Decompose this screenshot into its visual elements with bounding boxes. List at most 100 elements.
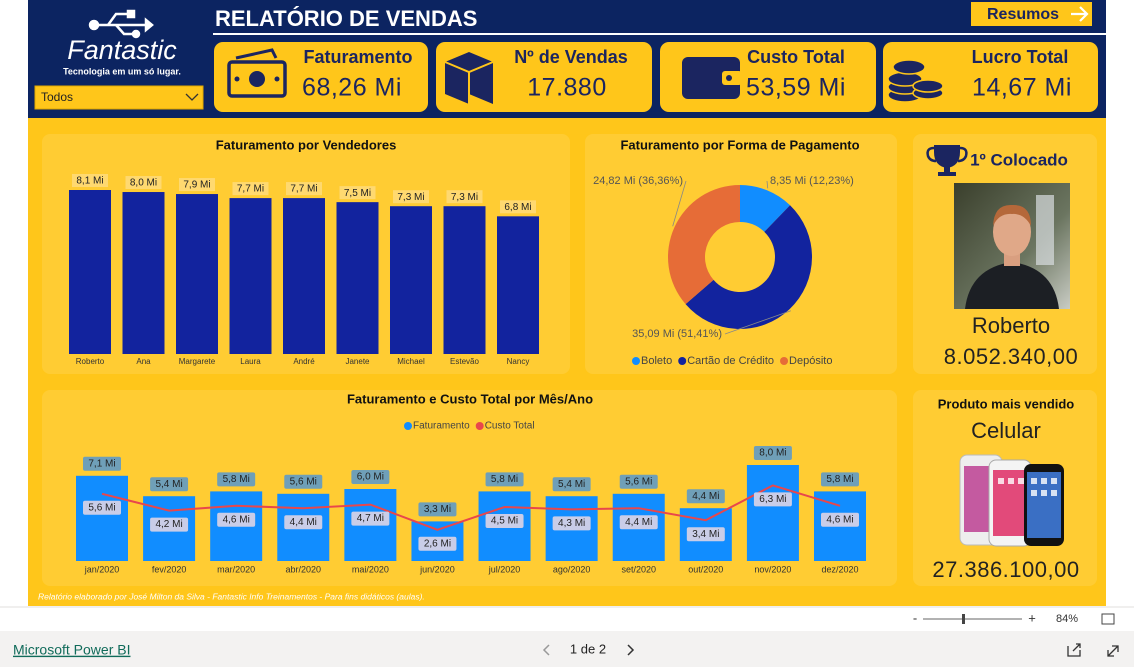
fullscreen-button[interactable]	[1107, 645, 1119, 657]
x-tick-label: Laura	[240, 357, 261, 366]
label-bg	[821, 472, 859, 487]
share-button[interactable]	[1067, 643, 1081, 657]
donut-slice	[668, 185, 740, 305]
label-bg	[500, 200, 536, 214]
data-label: 4,7 Mi	[357, 513, 384, 524]
bar	[229, 198, 272, 354]
legend-marker	[678, 357, 687, 365]
label-bg	[351, 470, 390, 484]
bar	[443, 206, 486, 354]
zoom-thumb[interactable]	[962, 614, 965, 624]
data-label: 8,0 Mi	[130, 178, 157, 189]
logo-text: Fantastic	[67, 35, 177, 65]
x-tick-label: fev/2020	[152, 564, 187, 574]
next-page[interactable]	[627, 644, 635, 656]
label-bg	[552, 477, 591, 492]
data-label: 7,9 Mi	[183, 180, 210, 191]
filter-value: Todos	[41, 90, 73, 104]
data-label: 3,4 Mi	[692, 529, 719, 540]
zoom-level: 84%	[1056, 613, 1078, 625]
money-icon	[227, 48, 287, 98]
x-tick-label: André	[293, 357, 315, 366]
zoom-out[interactable]: -	[913, 610, 917, 625]
data-label: 4,6 Mi	[223, 514, 250, 525]
kpi-label: Nº de Vendas	[514, 47, 628, 67]
data-label: 7,1 Mi	[88, 458, 115, 469]
label-bg	[418, 502, 457, 517]
data-label: 8,35 Mi (12,23%)	[770, 175, 854, 187]
product-name: Celular	[971, 418, 1041, 443]
chart-title: Faturamento por Vendedores	[216, 137, 397, 152]
zoom-in[interactable]: +	[1028, 610, 1036, 625]
legend-marker	[780, 357, 789, 365]
product-image	[959, 454, 1064, 547]
box-icon	[444, 52, 494, 104]
logo	[88, 9, 154, 39]
data-label: 8,1 Mi	[76, 176, 103, 187]
label-bg	[150, 477, 189, 492]
kpi-value: 17.880	[527, 74, 606, 102]
label-bg	[284, 515, 323, 530]
label-bg	[753, 446, 792, 460]
data-label: 7,5 Mi	[344, 188, 371, 199]
label-bg	[232, 182, 269, 196]
label-bg	[418, 536, 457, 551]
arrow-icon	[1071, 6, 1089, 22]
x-tick-label: jul/2020	[488, 564, 521, 574]
x-tick-label: jun/2020	[419, 564, 455, 574]
product-value: 27.386.100,00	[932, 557, 1079, 582]
label-bg	[150, 517, 189, 532]
donut-slice	[740, 185, 791, 232]
powerbi-link[interactable]: Microsoft Power BI	[13, 642, 130, 658]
zoom-controls: - + 84%	[0, 606, 1134, 625]
label-bg	[351, 511, 390, 526]
x-tick-label: Estevão	[450, 357, 479, 366]
data-label: 4,4 Mi	[692, 491, 719, 502]
data-label: 7,7 Mi	[237, 184, 264, 195]
label-bg	[446, 190, 483, 204]
data-label: 5,6 Mi	[88, 502, 115, 513]
label-bg	[619, 515, 658, 530]
bottom-bar	[0, 631, 1134, 667]
data-label: 24,82 Mi (36,36%)	[593, 175, 683, 187]
label-bg	[286, 182, 322, 196]
chart-title: Faturamento por Forma de Pagamento	[620, 137, 859, 152]
label-bg	[83, 456, 121, 471]
bar	[390, 206, 432, 354]
label-bg	[83, 500, 121, 515]
x-tick-label: mai/2020	[352, 564, 389, 574]
footer-note: Relatório elaborado por José Milton da S…	[38, 591, 425, 601]
x-tick-label: Nancy	[507, 357, 530, 366]
data-label: 7,3 Mi	[397, 192, 424, 203]
label-bg	[821, 512, 859, 527]
kpi-value: 14,67 Mi	[972, 74, 1072, 102]
legend-label: Faturamento	[413, 421, 470, 432]
prev-page[interactable]	[542, 644, 550, 656]
label-bg	[393, 190, 429, 204]
label-bg	[179, 178, 215, 192]
data-label: 5,8 Mi	[223, 474, 250, 485]
bar	[122, 192, 165, 354]
kpi-label: Faturamento	[303, 47, 412, 67]
page-indicator: 1 de 2	[570, 641, 606, 656]
dropdown-chevron	[185, 93, 199, 101]
data-label: 6,8 Mi	[504, 202, 531, 213]
label-bg	[125, 176, 162, 190]
label-bg	[552, 516, 591, 531]
card-heading: 1º Colocado	[970, 150, 1068, 169]
data-label: 6,3 Mi	[759, 494, 786, 505]
data-label: 4,4 Mi	[290, 517, 317, 528]
fit-page-button[interactable]	[1101, 613, 1115, 625]
label-bg	[686, 527, 725, 542]
wallet-icon	[682, 57, 742, 99]
data-label: 5,4 Mi	[155, 479, 182, 490]
coins-icon	[887, 59, 944, 103]
label-bg	[284, 474, 323, 489]
bar	[176, 194, 218, 354]
data-label: 6,0 Mi	[357, 472, 384, 483]
kpi-label: Custo Total	[747, 47, 845, 67]
label-bg	[686, 489, 725, 504]
filter-dropdown[interactable]	[34, 85, 204, 110]
